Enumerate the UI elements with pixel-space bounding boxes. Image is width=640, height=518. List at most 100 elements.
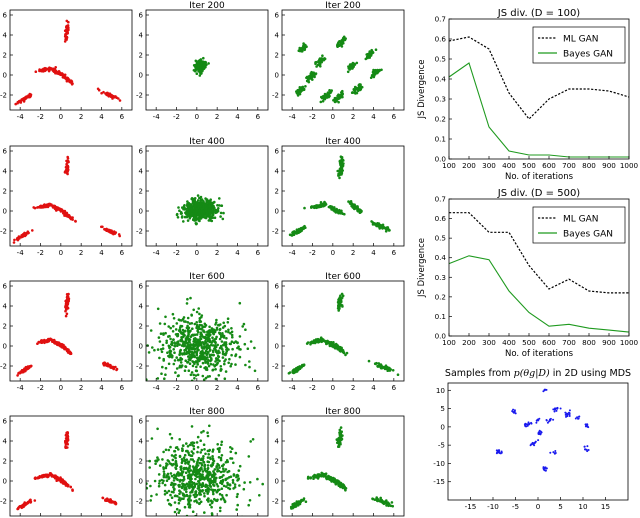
data-point [197, 480, 200, 483]
data-point [32, 206, 35, 209]
data-point [204, 324, 208, 327]
data-point [189, 499, 193, 502]
data-point [150, 437, 154, 440]
data-point [295, 367, 298, 370]
data-point [181, 459, 184, 463]
chart-title: JS div. (D = 500) [497, 188, 581, 199]
data-point [193, 197, 197, 200]
data-point [168, 350, 171, 353]
data-point [65, 166, 69, 170]
point-cloud [495, 388, 590, 472]
y-tick-label: 0.1 [435, 312, 446, 321]
data-point [359, 209, 363, 212]
data-point [188, 494, 192, 497]
data-point [258, 494, 261, 497]
data-point [22, 234, 26, 237]
data-point [199, 365, 202, 369]
data-point [196, 450, 199, 454]
y-tick-label: -2 [272, 228, 279, 236]
x-tick-label: 6 [392, 113, 397, 121]
data-point [234, 354, 237, 358]
data-point [173, 476, 177, 479]
data-point [188, 464, 192, 468]
data-point [218, 450, 221, 454]
data-point [190, 209, 194, 212]
data-point [218, 446, 221, 450]
data-point [65, 29, 69, 33]
data-point [216, 443, 219, 446]
data-point [41, 70, 45, 73]
data-point [209, 198, 212, 201]
data-point [338, 436, 342, 439]
x-tick-label: -4 [153, 113, 161, 121]
data-point [118, 234, 121, 238]
data-point [176, 358, 180, 362]
y-tick-label: 0 [3, 478, 7, 486]
data-point [355, 91, 359, 95]
data-point [316, 204, 320, 207]
data-point [192, 351, 196, 354]
data-point [173, 487, 176, 491]
data-point [342, 41, 345, 45]
data-point [302, 42, 305, 45]
x-tick-label: 4 [371, 384, 376, 392]
data-point [202, 204, 205, 208]
panel-title: Iter 800 [325, 407, 361, 417]
data-point [196, 363, 199, 366]
plot-frame [9, 415, 133, 517]
data-point [226, 317, 230, 321]
data-point [180, 470, 184, 473]
data-point [49, 337, 52, 341]
data-point [207, 209, 210, 212]
y-tick-label: 0 [275, 343, 279, 351]
y-tick-label: 4 [275, 32, 280, 40]
data-point [173, 351, 176, 355]
data-point [193, 322, 197, 326]
data-point [187, 204, 190, 208]
data-point [166, 498, 170, 502]
data-point [167, 475, 170, 478]
y-tick-label: 0 [139, 208, 143, 216]
data-point [194, 360, 198, 364]
data-point [310, 71, 313, 75]
data-point [212, 353, 215, 357]
x-tick-label: -2 [309, 384, 316, 392]
x-tick-label: 1000 [620, 338, 639, 347]
x-tick-label: -2 [37, 113, 44, 121]
data-point [207, 219, 211, 222]
data-point [211, 368, 215, 372]
data-point [188, 362, 192, 366]
data-point [339, 426, 343, 429]
data-point [164, 315, 167, 319]
x-tick-label: 300 [482, 338, 496, 347]
chart-title: JS div. (D = 100) [497, 8, 581, 19]
data-point [199, 483, 203, 487]
data-point [195, 351, 199, 354]
data-point [231, 478, 235, 482]
data-point [197, 330, 200, 334]
data-point [224, 468, 228, 471]
data-point [548, 420, 550, 423]
y-tick-label: -2 [0, 228, 7, 236]
data-point [186, 214, 190, 218]
data-point [190, 197, 194, 200]
data-point [374, 48, 378, 51]
data-point [230, 330, 234, 334]
data-point [177, 498, 181, 502]
data-point [202, 67, 205, 71]
x-tick-label: 500 [522, 161, 536, 170]
data-point [197, 486, 201, 490]
data-point [183, 453, 187, 457]
data-point [336, 482, 340, 485]
data-point [340, 45, 344, 48]
data-point [38, 205, 42, 208]
data-point [74, 220, 77, 223]
data-point [229, 332, 232, 335]
data-point [320, 471, 324, 475]
data-point [196, 347, 199, 351]
series-line [448, 36, 630, 120]
data-point [179, 361, 183, 364]
data-point [341, 483, 345, 486]
data-point [211, 455, 214, 458]
